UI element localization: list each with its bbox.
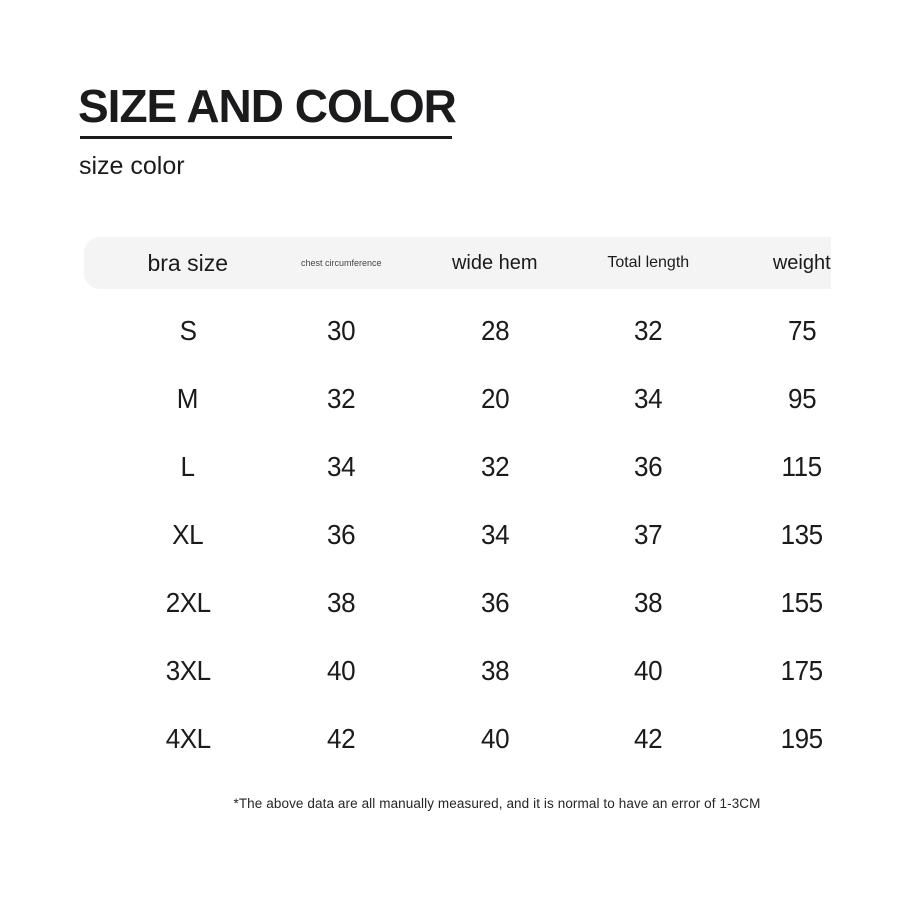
value-chest-circumference: 38 [327, 587, 356, 618]
table-row-2xl: 2XL 38 36 38 155 [111, 569, 879, 637]
page-subtitle: size color [79, 152, 185, 180]
measurement-footnote: *The above data are all manually measure… [233, 796, 761, 811]
column-header-chest-circumference: chest circumference [300, 258, 382, 268]
value-weight: 195 [780, 723, 824, 754]
value-weight: 175 [780, 655, 824, 686]
value-wide-hem: 28 [480, 315, 510, 346]
value-total-length: 40 [634, 655, 663, 686]
column-header-wide-hem: wide hem [451, 251, 538, 274]
title-underline [80, 136, 452, 139]
size-table-body: S 30 28 32 75 M 32 20 34 95 L 34 32 36 115 XL 36 34 37 135 2… [0, 297, 906, 773]
value-weight: 95 [787, 383, 817, 414]
size-label: S [179, 315, 197, 346]
value-chest-circumference: 30 [327, 315, 356, 346]
value-chest-circumference: 34 [327, 451, 356, 482]
table-row-l: L 34 32 36 115 [111, 433, 879, 501]
size-label: L [180, 451, 195, 482]
value-total-length: 42 [634, 723, 663, 754]
table-row-3xl: 3XL 40 38 40 175 [111, 637, 879, 705]
size-label: M [177, 383, 199, 414]
value-chest-circumference: 32 [327, 383, 356, 414]
value-weight: 115 [781, 451, 823, 482]
table-row-4xl: 4XL 42 40 42 195 [111, 705, 879, 773]
value-chest-circumference: 36 [327, 519, 356, 550]
value-total-length: 37 [634, 519, 663, 550]
size-label: XL [172, 519, 204, 550]
table-header-row: bra size chest circumference wide hem Total… [111, 237, 879, 289]
size-label: 3XL [165, 655, 211, 686]
value-chest-circumference: 42 [327, 723, 356, 754]
value-wide-hem: 32 [480, 451, 510, 482]
value-total-length: 34 [634, 383, 663, 414]
value-wide-hem: 36 [480, 587, 510, 618]
column-header-bra-size: bra size [147, 249, 229, 276]
value-weight: 155 [780, 587, 824, 618]
size-label: 2XL [165, 587, 211, 618]
value-wide-hem: 40 [480, 723, 510, 754]
value-weight: 135 [780, 519, 824, 550]
table-row-xl: XL 36 34 37 135 [111, 501, 879, 569]
value-total-length: 32 [634, 315, 663, 346]
value-wide-hem: 38 [480, 655, 510, 686]
value-weight: 75 [787, 315, 817, 346]
value-total-length: 36 [634, 451, 663, 482]
column-header-total-length: Total length [607, 254, 690, 271]
value-chest-circumference: 40 [327, 655, 356, 686]
table-row-s: S 30 28 32 75 [111, 297, 879, 365]
size-label: 4XL [165, 723, 211, 754]
column-header-weight: weight [772, 251, 831, 274]
page-title: SIZE AND COLOR [78, 80, 457, 132]
value-total-length: 38 [634, 587, 663, 618]
value-wide-hem: 34 [480, 519, 510, 550]
table-header-background [84, 237, 831, 289]
table-row-m: M 32 20 34 95 [111, 365, 879, 433]
value-wide-hem: 20 [480, 383, 510, 414]
